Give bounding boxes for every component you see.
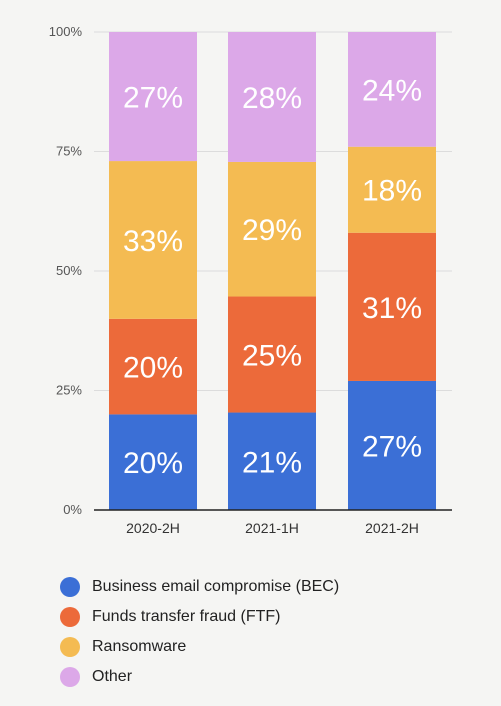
y-tick-label: 75% [56,144,82,159]
y-tick-label: 25% [56,383,82,398]
data-label: 18% [362,175,422,208]
legend-swatch [60,577,80,597]
bar-segment [348,146,436,233]
data-label: 33% [123,225,183,258]
data-label: 27% [123,82,183,115]
bar-segment [228,161,316,297]
x-tick-label: 2021-1H [245,520,299,536]
bar-segment [228,412,316,510]
bar-segment [109,318,197,415]
legend-item: Other [60,662,339,692]
data-label: 29% [242,214,302,247]
bar-segment [348,232,436,381]
legend-label: Ransomware [92,638,187,655]
data-label: 20% [123,447,183,480]
data-label: 27% [362,430,422,463]
legend-swatch [60,667,80,687]
bar-segment [109,414,197,510]
data-label: 24% [362,74,422,107]
data-label: 20% [123,352,183,385]
y-tick-label: 0% [63,502,82,517]
x-tick-label: 2021-2H [365,520,419,536]
y-tick-label: 50% [56,263,82,278]
legend-label: Other [92,668,133,685]
legend-item: Ransomware [60,632,339,662]
x-tick-label: 2020-2H [126,520,180,536]
data-label: 28% [242,82,302,115]
data-label: 21% [242,446,302,479]
legend-label: Funds transfer fraud (FTF) [92,608,281,625]
bar-segment [109,32,197,162]
bar-segment [228,296,316,413]
data-label: 31% [362,292,422,325]
data-label: 25% [242,340,302,373]
bar-segment [348,32,436,147]
legend-item: Funds transfer fraud (FTF) [60,602,339,632]
legend-swatch [60,607,80,627]
chart: 0% 25% 50% 75% 100% 20% 20% 33% 27% 2020-2H 21% 25%… [49,24,452,536]
stacked-bar-chart: 0% 25% 50% 75% 100% 20% 20% 33% 27% 2020-2H 21% 25%… [49,24,452,536]
y-tick-label: 100% [49,24,83,39]
legend-swatch [60,637,80,657]
bar-segment [348,380,436,510]
legend: Business email compromise (BEC) Funds tra… [60,572,339,692]
bar-segment [109,161,197,319]
legend-label: Business email compromise (BEC) [92,578,340,595]
bar-segment [228,32,316,162]
legend-item: Business email compromise (BEC) [60,572,339,602]
